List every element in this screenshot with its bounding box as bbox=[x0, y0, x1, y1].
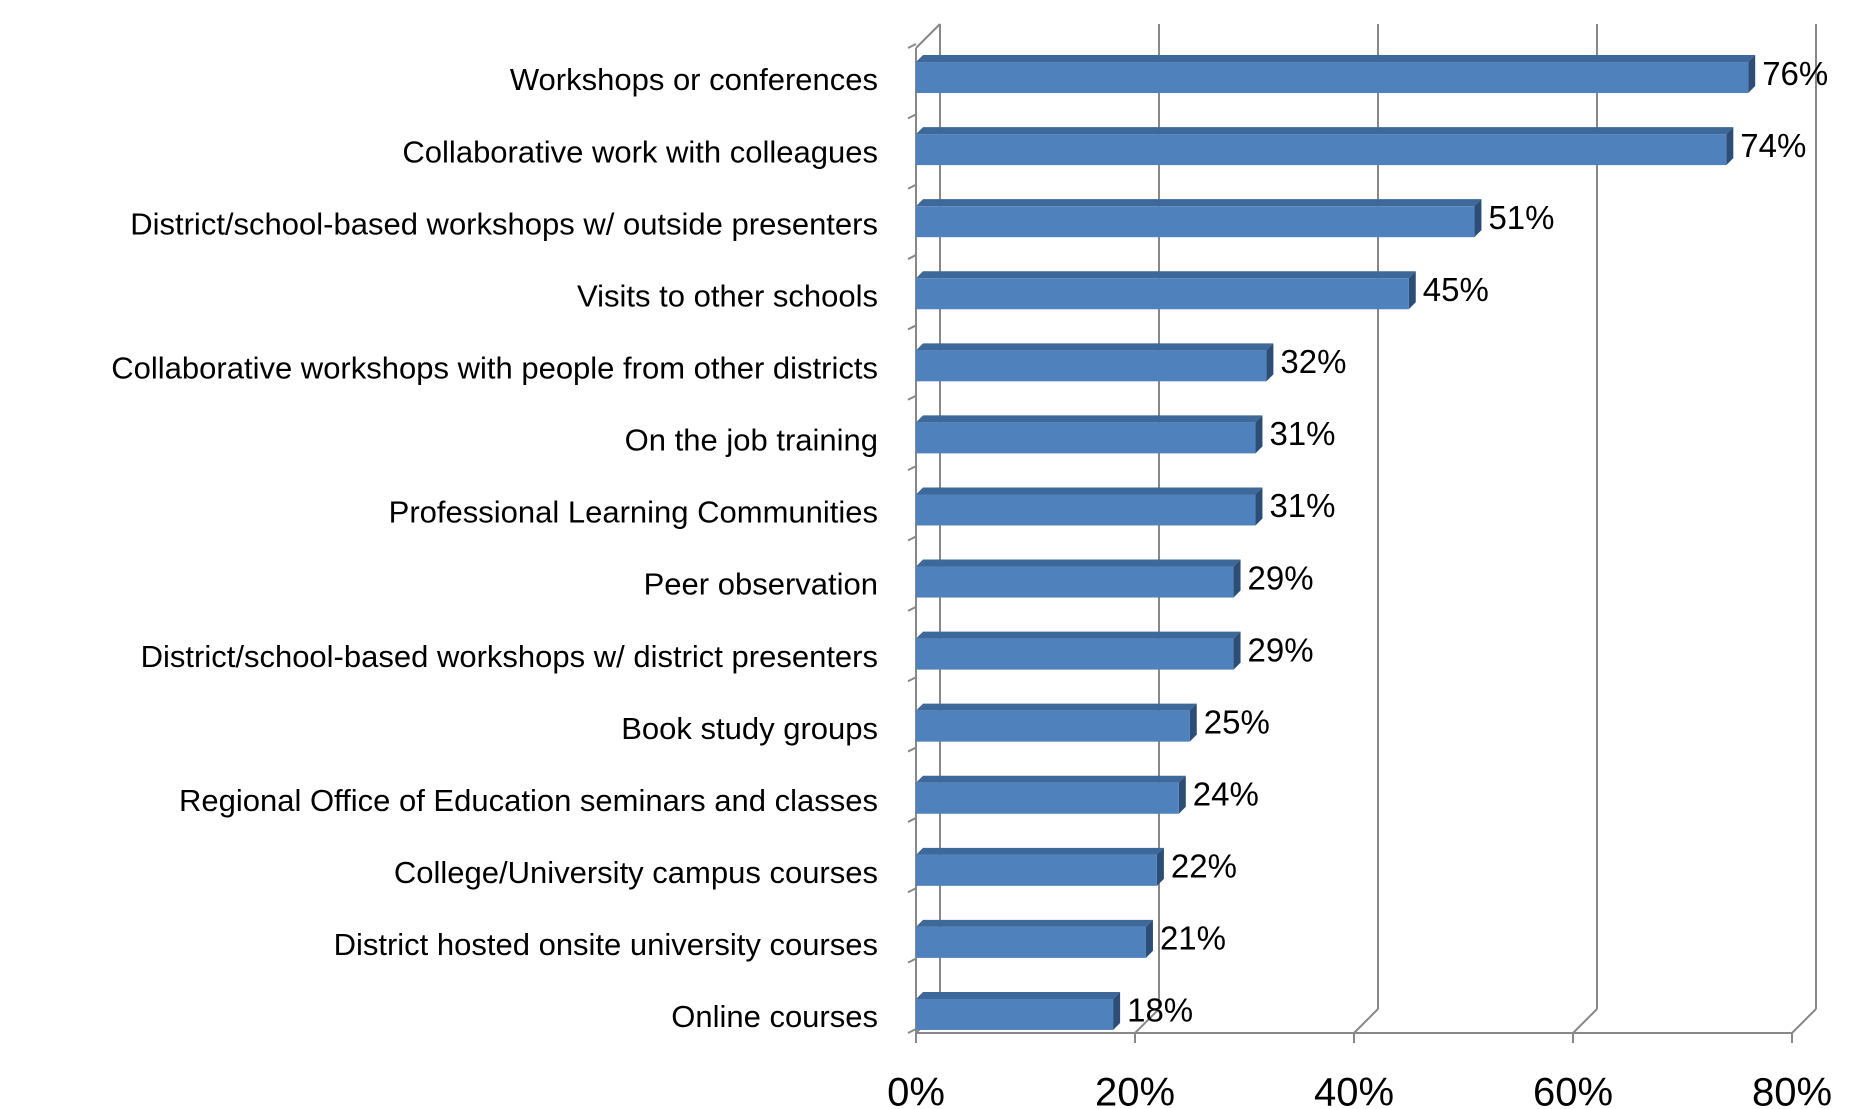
bar bbox=[916, 926, 1146, 958]
category-tick bbox=[907, 1028, 917, 1034]
bar-top bbox=[916, 487, 1263, 495]
bar bbox=[916, 494, 1256, 526]
bar-top bbox=[916, 631, 1241, 639]
bar-top bbox=[916, 775, 1186, 783]
data-label: 22% bbox=[1171, 848, 1237, 885]
bar-top bbox=[916, 847, 1164, 855]
bar bbox=[916, 134, 1727, 166]
x-tick-label: 80% bbox=[1752, 1071, 1832, 1109]
bar bbox=[916, 998, 1114, 1030]
category-label: Online courses bbox=[671, 999, 878, 1034]
data-label: 21% bbox=[1160, 920, 1226, 957]
bar bbox=[916, 278, 1409, 310]
category-tick bbox=[907, 605, 917, 612]
category-label: Collaborative work with colleagues bbox=[402, 134, 878, 169]
category-tick bbox=[907, 535, 917, 542]
bar-top bbox=[916, 919, 1153, 927]
data-label: 25% bbox=[1204, 703, 1270, 740]
bar bbox=[916, 710, 1190, 742]
data-label: 31% bbox=[1269, 415, 1335, 452]
bar-top bbox=[916, 271, 1416, 279]
x-tick-label: 60% bbox=[1533, 1071, 1613, 1109]
bar-side bbox=[1255, 415, 1263, 454]
bar-side bbox=[1156, 847, 1164, 886]
bar bbox=[916, 782, 1179, 814]
data-label: 32% bbox=[1280, 343, 1346, 380]
category-tick bbox=[907, 465, 917, 472]
category-label: Collaborative workshops with people from… bbox=[111, 351, 878, 386]
bar-side bbox=[1266, 343, 1274, 382]
bar-side bbox=[1748, 55, 1756, 94]
bar-top bbox=[916, 127, 1734, 135]
data-label: 29% bbox=[1248, 631, 1314, 668]
bar bbox=[916, 62, 1749, 94]
data-label: 76% bbox=[1762, 55, 1828, 92]
bar bbox=[916, 638, 1234, 670]
category-label: On the job training bbox=[625, 423, 878, 458]
category-label: College/University campus courses bbox=[394, 855, 878, 890]
data-label: 31% bbox=[1269, 487, 1335, 524]
category-tick bbox=[907, 957, 917, 964]
bar-top bbox=[916, 343, 1274, 351]
x-tick-label: 0% bbox=[887, 1071, 945, 1109]
category-tick bbox=[907, 324, 917, 331]
bar-side bbox=[1189, 703, 1197, 742]
category-tick bbox=[907, 887, 917, 894]
category-tick bbox=[907, 43, 917, 49]
grid-floor-line bbox=[1134, 1008, 1160, 1034]
bar-top bbox=[916, 559, 1241, 567]
category-tick bbox=[907, 817, 917, 823]
bar-side bbox=[1255, 487, 1263, 526]
bar bbox=[916, 854, 1157, 886]
bar-side bbox=[1233, 559, 1241, 598]
bar bbox=[916, 422, 1256, 454]
bar-top bbox=[916, 199, 1482, 207]
bar bbox=[916, 350, 1267, 382]
bar-top bbox=[916, 703, 1197, 711]
x-tick-label: 40% bbox=[1314, 1071, 1394, 1109]
category-label: Book study groups bbox=[621, 711, 878, 746]
bar bbox=[916, 206, 1475, 238]
bar-top bbox=[916, 991, 1121, 999]
data-label: 24% bbox=[1193, 775, 1259, 812]
data-label: 74% bbox=[1740, 127, 1806, 164]
category-tick bbox=[907, 746, 917, 753]
bar-side bbox=[1233, 631, 1241, 670]
category-label: Visits to other schools bbox=[577, 278, 878, 313]
category-label: Regional Office of Education seminars an… bbox=[179, 783, 878, 818]
grid-floor-line bbox=[1353, 1008, 1379, 1034]
category-label: Professional Learning Communities bbox=[389, 495, 878, 530]
category-tick bbox=[907, 676, 917, 683]
category-label: District/school-based workshops w/ distr… bbox=[141, 639, 878, 674]
category-label: Peer observation bbox=[644, 567, 878, 602]
bar-top bbox=[916, 415, 1263, 423]
category-label: District/school-based workshops w/ outsi… bbox=[130, 206, 878, 241]
category-label: District hosted onsite university course… bbox=[334, 927, 878, 962]
bar-side bbox=[1178, 775, 1186, 814]
left-wall-top bbox=[915, 23, 941, 49]
bar-side bbox=[1113, 991, 1121, 1030]
category-tick bbox=[907, 113, 917, 120]
x-tick-label: 20% bbox=[1095, 1071, 1175, 1109]
category-tick bbox=[907, 183, 917, 190]
bar-side bbox=[1408, 271, 1416, 310]
grid-floor-line bbox=[1791, 1008, 1817, 1034]
bar-side bbox=[1726, 127, 1734, 166]
bar-side bbox=[1145, 919, 1153, 958]
category-tick bbox=[907, 394, 917, 401]
bar-side bbox=[1474, 199, 1482, 238]
data-label: 51% bbox=[1488, 199, 1554, 236]
data-label: 29% bbox=[1248, 559, 1314, 596]
category-label: Workshops or conferences bbox=[510, 62, 878, 97]
data-label: 45% bbox=[1423, 271, 1489, 308]
category-tick bbox=[907, 254, 917, 260]
grid-floor-line bbox=[1572, 1008, 1598, 1034]
bar-top bbox=[916, 55, 1756, 63]
bar bbox=[916, 566, 1234, 598]
data-label: 18% bbox=[1127, 992, 1193, 1029]
